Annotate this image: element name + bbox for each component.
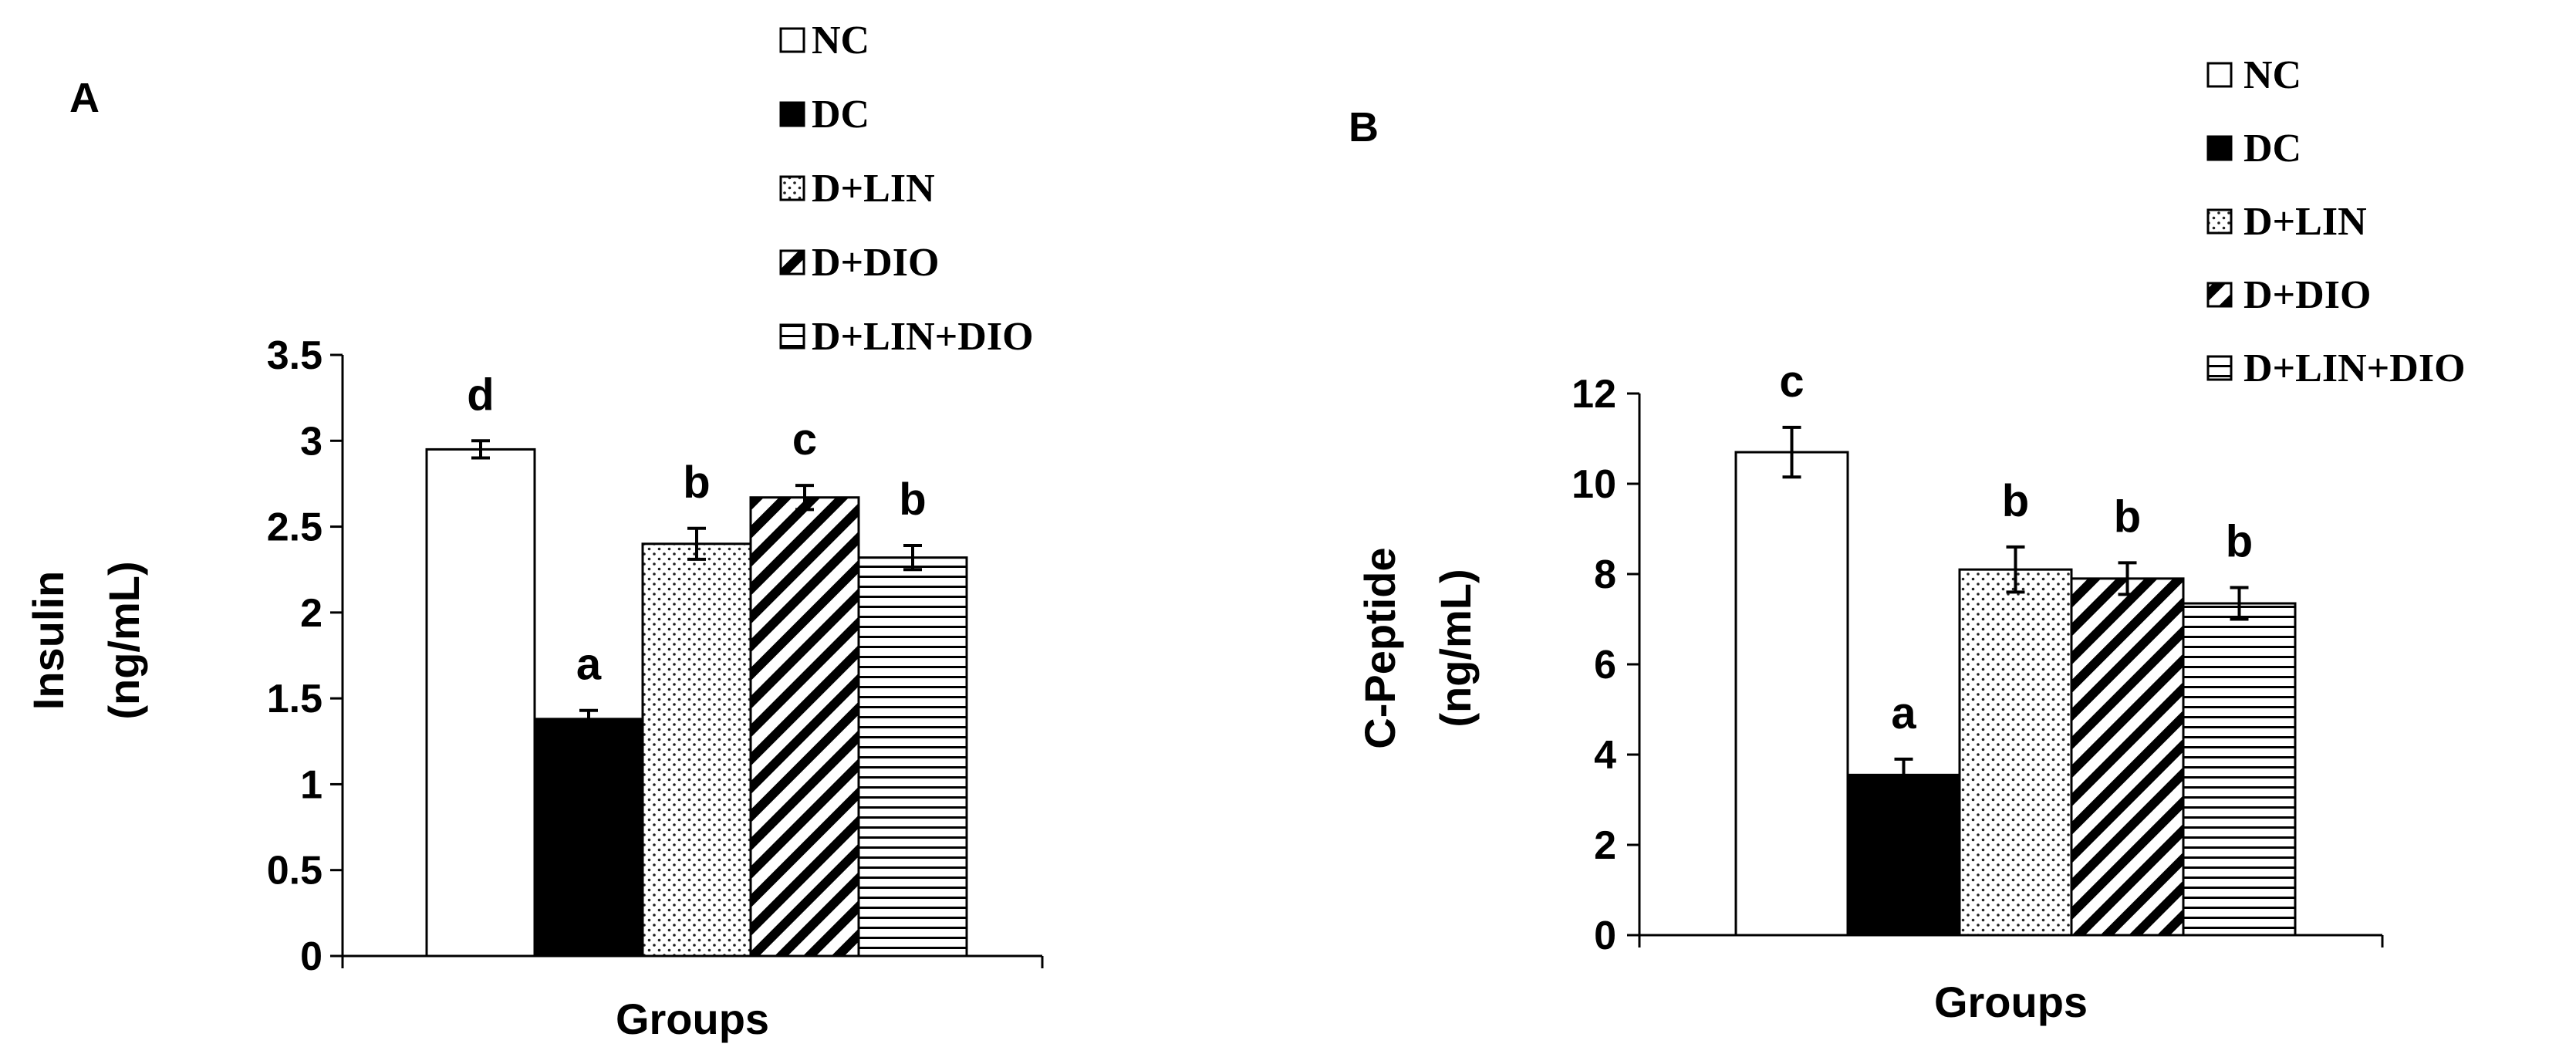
- bar-dc: [533, 718, 644, 958]
- y-axis-label-unit: (ng/mL): [1431, 569, 1480, 727]
- bar-dc: [1846, 773, 1961, 937]
- legend-label: D+LIN+DIO: [812, 315, 1034, 359]
- y-tick-label: 0: [300, 934, 322, 979]
- significance-letter: b: [2226, 517, 2253, 567]
- y-axis-label-unit: (ng/mL): [100, 561, 148, 719]
- chart-panel-b: B 0 2 4 6 8 10 12 C-Peptide (ng/mL) Groups c a b b b NC D…: [1349, 53, 2466, 1026]
- significance-letter: b: [899, 475, 926, 525]
- legend-swatch: [2206, 355, 2233, 381]
- y-tick-label: 0.5: [267, 849, 322, 893]
- significance-letter: c: [1779, 356, 1804, 407]
- bar-d-lin: [1958, 568, 2073, 937]
- significance-letter: b: [2002, 476, 2029, 526]
- bar-d-dio: [2070, 577, 2185, 937]
- bar-d-lin-dio: [857, 556, 968, 958]
- y-tick-label: 1.5: [267, 677, 322, 721]
- y-tick-label: 2: [300, 591, 322, 636]
- x-axis-label: Groups: [616, 995, 769, 1043]
- legend-label: D+DIO: [812, 241, 939, 285]
- legend-swatch: [779, 323, 805, 350]
- y-tick-label: 4: [1594, 733, 1616, 778]
- legend-label: NC: [812, 19, 869, 62]
- legend-label: D+LIN: [2243, 200, 2367, 244]
- bar-d-dio: [749, 496, 860, 958]
- legend-label: DC: [2243, 127, 2301, 171]
- legend-swatch: [779, 249, 805, 275]
- y-tick-label: 3: [300, 419, 322, 464]
- bar-d-lin: [641, 542, 752, 958]
- significance-letter: a: [1891, 688, 1916, 738]
- legend-swatch: [2206, 62, 2233, 88]
- bar-d-lin-dio: [2182, 602, 2297, 937]
- y-axis-label: Insulin: [24, 571, 73, 710]
- x-axis-label: Groups: [1934, 978, 2088, 1026]
- legend-label: D+LIN: [812, 167, 935, 211]
- bar-nc: [1734, 451, 1849, 937]
- significance-letter: b: [683, 458, 710, 508]
- legend-swatch: [2206, 208, 2233, 235]
- y-tick-label: 2: [1594, 823, 1616, 868]
- legend-swatch: [2206, 282, 2233, 308]
- y-tick-label: 1: [300, 762, 322, 807]
- legend-label: D+DIO: [2243, 273, 2371, 317]
- y-axis-label: C-Peptide: [1356, 547, 1404, 748]
- legend-swatch: [779, 27, 805, 53]
- panel-label: B: [1349, 104, 1379, 150]
- bar-nc: [425, 448, 536, 958]
- y-tick-label: 10: [1572, 462, 1616, 507]
- significance-letter: c: [792, 414, 817, 464]
- significance-letter: b: [2114, 491, 2141, 542]
- significance-letter: d: [467, 370, 494, 420]
- legend-label: NC: [2243, 53, 2301, 97]
- y-tick-label: 8: [1594, 552, 1616, 597]
- y-tick-label: 6: [1594, 643, 1616, 687]
- y-tick-label: 12: [1572, 372, 1616, 417]
- legend-label: D+LIN+DIO: [2243, 346, 2466, 390]
- y-tick-label: 2.5: [267, 505, 322, 550]
- y-tick-label: 3.5: [267, 333, 322, 378]
- legend-swatch: [2206, 135, 2233, 161]
- significance-letter: a: [576, 640, 602, 690]
- legend-swatch: [779, 101, 805, 127]
- legend-label: DC: [812, 93, 869, 137]
- y-tick-label: 0: [1594, 914, 1616, 958]
- legend-swatch: [779, 175, 805, 201]
- panel-label: A: [69, 75, 100, 121]
- chart-panel-a: A 0 0.5 1 1.5 2 2.5 3 3.5 Insulin (ng/mL) Groups d a b…: [24, 19, 1044, 1043]
